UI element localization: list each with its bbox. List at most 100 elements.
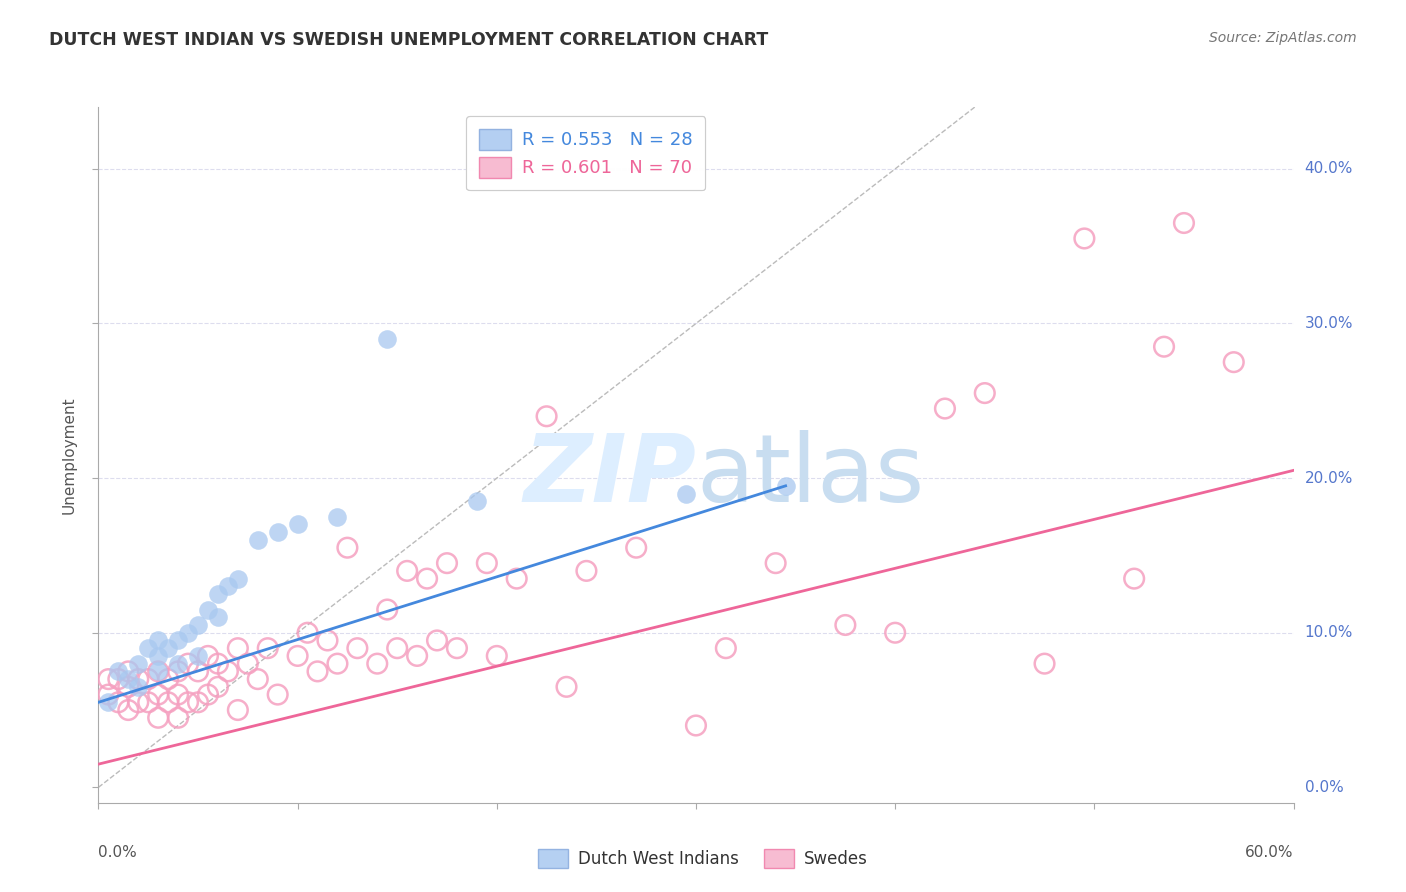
- Point: [177, 657, 200, 671]
- Y-axis label: Unemployment: Unemployment: [62, 396, 77, 514]
- Point: [97, 672, 120, 686]
- Point: [575, 564, 598, 578]
- Point: [107, 672, 129, 686]
- Point: [148, 665, 170, 679]
- Point: [1222, 355, 1246, 369]
- Point: [127, 672, 149, 686]
- Text: 20.0%: 20.0%: [1305, 471, 1353, 485]
- Text: DUTCH WEST INDIAN VS SWEDISH UNEMPLOYMENT CORRELATION CHART: DUTCH WEST INDIAN VS SWEDISH UNEMPLOYMEN…: [49, 31, 769, 49]
- Point: [148, 688, 170, 702]
- Point: [1153, 340, 1175, 354]
- Point: [217, 665, 239, 679]
- Point: [207, 657, 229, 671]
- Point: [148, 665, 170, 679]
- Point: [396, 564, 419, 578]
- Point: [117, 680, 139, 694]
- Point: [406, 648, 429, 663]
- Point: [475, 556, 498, 570]
- Point: [834, 618, 856, 632]
- Point: [973, 386, 995, 401]
- Point: [714, 641, 737, 656]
- Point: [97, 688, 120, 702]
- Point: [107, 665, 129, 679]
- Point: [266, 688, 290, 702]
- Point: [148, 648, 170, 663]
- Point: [197, 688, 219, 702]
- Point: [127, 657, 149, 671]
- Point: [536, 409, 558, 424]
- Point: [226, 641, 249, 656]
- Point: [287, 517, 309, 532]
- Point: [157, 672, 180, 686]
- Point: [375, 332, 398, 346]
- Text: 10.0%: 10.0%: [1305, 625, 1353, 640]
- Point: [187, 648, 209, 663]
- Point: [326, 657, 349, 671]
- Point: [167, 633, 190, 648]
- Point: [346, 641, 368, 656]
- Point: [426, 633, 449, 648]
- Point: [236, 657, 259, 671]
- Point: [465, 494, 488, 508]
- Point: [207, 587, 229, 601]
- Point: [446, 641, 468, 656]
- Point: [506, 572, 529, 586]
- Point: [187, 695, 209, 709]
- Point: [157, 695, 180, 709]
- Point: [266, 525, 290, 540]
- Point: [307, 665, 329, 679]
- Point: [624, 541, 647, 555]
- Text: 0.0%: 0.0%: [98, 845, 138, 860]
- Point: [117, 672, 139, 686]
- Point: [197, 602, 219, 616]
- Point: [148, 633, 170, 648]
- Point: [366, 657, 388, 671]
- Point: [884, 625, 907, 640]
- Point: [148, 711, 170, 725]
- Point: [136, 641, 159, 656]
- Point: [107, 695, 129, 709]
- Point: [177, 695, 200, 709]
- Point: [256, 641, 278, 656]
- Point: [136, 672, 159, 686]
- Point: [297, 625, 319, 640]
- Legend: R = 0.553   N = 28, R = 0.601   N = 70: R = 0.553 N = 28, R = 0.601 N = 70: [465, 116, 706, 190]
- Point: [246, 672, 269, 686]
- Point: [385, 641, 408, 656]
- Point: [685, 718, 707, 732]
- Point: [326, 509, 349, 524]
- Text: 30.0%: 30.0%: [1305, 316, 1353, 331]
- Point: [197, 648, 219, 663]
- Text: Source: ZipAtlas.com: Source: ZipAtlas.com: [1209, 31, 1357, 45]
- Point: [934, 401, 956, 416]
- Point: [127, 695, 149, 709]
- Point: [1123, 572, 1146, 586]
- Point: [207, 610, 229, 624]
- Point: [177, 625, 200, 640]
- Point: [436, 556, 458, 570]
- Point: [167, 688, 190, 702]
- Point: [117, 665, 139, 679]
- Point: [1173, 216, 1195, 230]
- Point: [97, 695, 120, 709]
- Point: [127, 680, 149, 694]
- Point: [485, 648, 508, 663]
- Point: [167, 665, 190, 679]
- Point: [675, 486, 697, 500]
- Point: [555, 680, 578, 694]
- Point: [1073, 231, 1095, 245]
- Point: [375, 602, 398, 616]
- Point: [226, 703, 249, 717]
- Point: [157, 641, 180, 656]
- Point: [167, 711, 190, 725]
- Point: [416, 572, 439, 586]
- Point: [136, 695, 159, 709]
- Point: [336, 541, 359, 555]
- Legend: Dutch West Indians, Swedes: Dutch West Indians, Swedes: [531, 842, 875, 875]
- Point: [217, 579, 239, 593]
- Point: [207, 680, 229, 694]
- Point: [246, 533, 269, 547]
- Text: 60.0%: 60.0%: [1246, 845, 1294, 860]
- Point: [167, 657, 190, 671]
- Text: ZIP: ZIP: [523, 430, 696, 522]
